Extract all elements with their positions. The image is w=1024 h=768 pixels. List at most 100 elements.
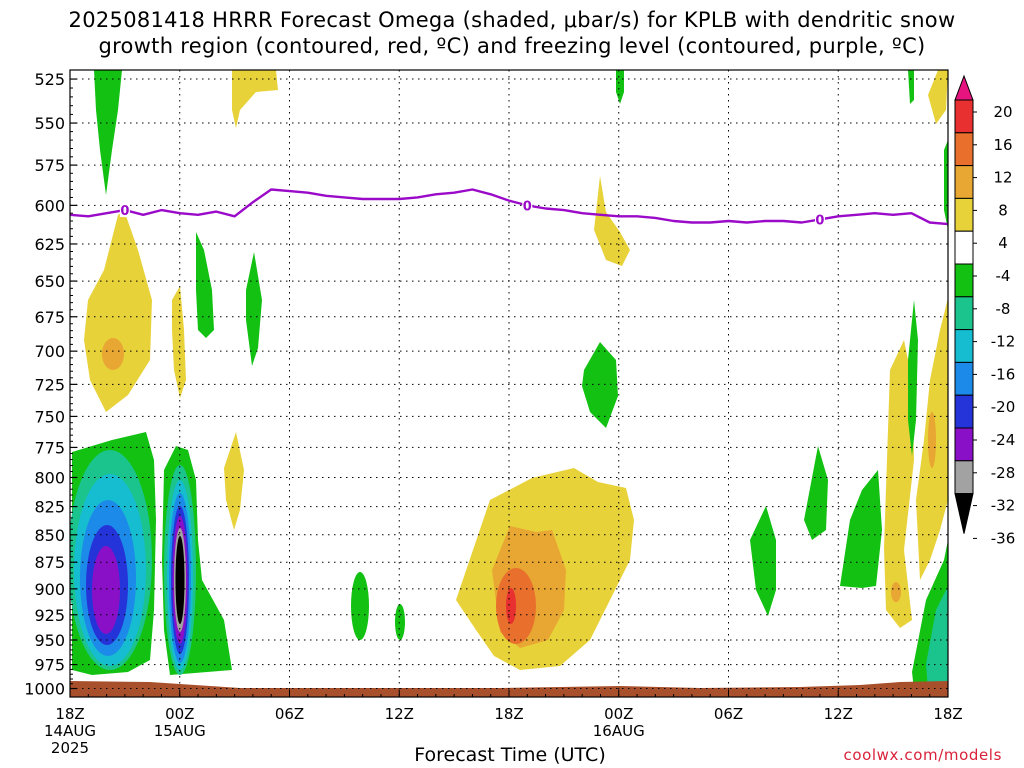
colorbar-cell xyxy=(954,263,974,298)
y-tick-label: 975 xyxy=(34,656,65,675)
colorbar-cell xyxy=(954,132,974,167)
chart-title-line2: growth region (contoured, red, ºC) and f… xyxy=(98,34,926,58)
colorbar-label: -24 xyxy=(991,431,1016,449)
omega-area-ascent xyxy=(616,70,624,104)
omega-area-descent xyxy=(84,210,152,412)
grid-lines xyxy=(69,70,949,697)
colorbar-cell xyxy=(954,230,974,265)
colorbar-label: -20 xyxy=(991,398,1016,416)
omega-area-ascent xyxy=(92,546,120,634)
x-tick-label: 12Z xyxy=(824,705,853,723)
y-axis: 525 550 575 600 625 650 675 700 725 750 775 800 825 8… xyxy=(24,70,77,699)
x-date-label: 14AUG xyxy=(44,722,96,740)
colorbar: 20 16 12 8 4 -4 -8 -12 -16 -20 -24 -28 -32 -36 xyxy=(954,74,1016,547)
colorbar-label: 12 xyxy=(993,169,1012,187)
x-date-label: 15AUG xyxy=(154,722,206,740)
x-tick-label: 00Z xyxy=(604,705,633,723)
y-tick-label: 775 xyxy=(34,438,65,457)
omega-area-descent xyxy=(232,70,278,128)
omega-area-ascent xyxy=(804,446,828,540)
y-tick-label: 675 xyxy=(34,308,65,327)
x-tick-label: 12Z xyxy=(385,705,414,723)
colorbar-cell xyxy=(954,460,974,495)
omega-area-ascent xyxy=(246,252,262,366)
omega-area-ascent xyxy=(94,70,122,195)
freezing-level-contour: 0 0 0 xyxy=(70,188,948,228)
colorbar-cell xyxy=(954,427,974,462)
y-tick-label: 800 xyxy=(34,468,65,487)
y-tick-label: 700 xyxy=(34,342,65,361)
omega-area-ascent xyxy=(908,300,918,456)
omega-area-ascent xyxy=(750,506,776,616)
freezing-level-label: 0 xyxy=(523,199,532,214)
y-tick-label: 950 xyxy=(34,631,65,650)
colorbar-label: -16 xyxy=(991,365,1016,383)
y-tick-label: 1000 xyxy=(24,680,65,699)
y-tick-label: 875 xyxy=(34,553,65,572)
y-tick-label: 600 xyxy=(34,196,65,215)
colorbar-label: -32 xyxy=(991,497,1016,515)
omega-area-descent xyxy=(891,582,901,602)
contour-label-bg xyxy=(522,197,533,213)
x-tick-label: 06Z xyxy=(714,705,743,723)
contour-label-bg xyxy=(814,211,825,227)
colorbar-label: 16 xyxy=(993,136,1012,154)
y-tick-label: 925 xyxy=(34,606,65,625)
y-tick-label: 900 xyxy=(34,580,65,599)
omega-area-descent xyxy=(928,70,948,124)
colorbar-cell xyxy=(954,99,974,134)
x-axis-title: Forecast Time (UTC) xyxy=(414,744,606,766)
colorbar-label: -12 xyxy=(991,333,1016,351)
omega-shaded-areas xyxy=(70,70,948,690)
y-tick-label: 575 xyxy=(34,156,65,175)
colorbar-cell xyxy=(954,74,974,101)
colorbar-cell xyxy=(954,493,974,534)
omega-area-descent xyxy=(102,338,124,370)
x-tick-label: 18Z xyxy=(55,705,84,723)
x-tick-label: 18Z xyxy=(933,705,962,723)
colorbar-label: -4 xyxy=(996,267,1011,285)
colorbar-label: 20 xyxy=(993,103,1012,121)
colorbar-cell xyxy=(954,165,974,199)
x-tick-label: 00Z xyxy=(165,705,194,723)
colorbar-label: -8 xyxy=(996,300,1011,318)
colorbar-cell xyxy=(954,197,974,232)
colorbar-label: 4 xyxy=(998,234,1008,252)
contour-label-bg xyxy=(119,202,130,218)
credit-link[interactable]: coolwx.com/models xyxy=(843,746,1002,764)
freezing-level-label: 0 xyxy=(815,213,824,228)
omega-area-ascent xyxy=(582,342,618,428)
colorbar-cell xyxy=(954,296,974,331)
freezing-level-line xyxy=(70,188,948,226)
y-tick-label: 650 xyxy=(34,272,65,291)
y-tick-label: 750 xyxy=(34,407,65,426)
omega-area-ascent xyxy=(908,70,914,104)
omega-area-descent xyxy=(506,588,516,624)
omega-area-ascent xyxy=(944,140,948,230)
omega-area-ascent xyxy=(351,572,369,640)
colorbar-label: -28 xyxy=(991,464,1016,482)
y-tick-label: 850 xyxy=(34,526,65,545)
colorbar-cell xyxy=(954,394,974,429)
omega-area-descent xyxy=(172,286,186,398)
colorbar-cell xyxy=(954,329,974,363)
omega-area-descent xyxy=(928,412,936,468)
omega-area-ascent xyxy=(395,604,405,640)
omega-area-descent xyxy=(594,176,630,266)
y-tick-label: 825 xyxy=(34,498,65,517)
omega-area-descent xyxy=(224,432,244,530)
x-date-label: 16AUG xyxy=(593,722,645,740)
chart-title-line1: 2025081418 HRRR Forecast Omega (shaded, … xyxy=(68,8,956,32)
y-tick-label: 550 xyxy=(34,114,65,133)
omega-area-descent xyxy=(884,340,914,628)
omega-area-ascent xyxy=(840,470,882,588)
x-tick-label: 06Z xyxy=(275,705,304,723)
colorbar-cell xyxy=(954,361,974,396)
colorbar-label: -36 xyxy=(991,529,1016,547)
freezing-level-label: 0 xyxy=(120,204,129,219)
y-tick-label: 525 xyxy=(34,70,65,89)
x-tick-label: 18Z xyxy=(494,705,523,723)
colorbar-label: 8 xyxy=(998,201,1008,219)
